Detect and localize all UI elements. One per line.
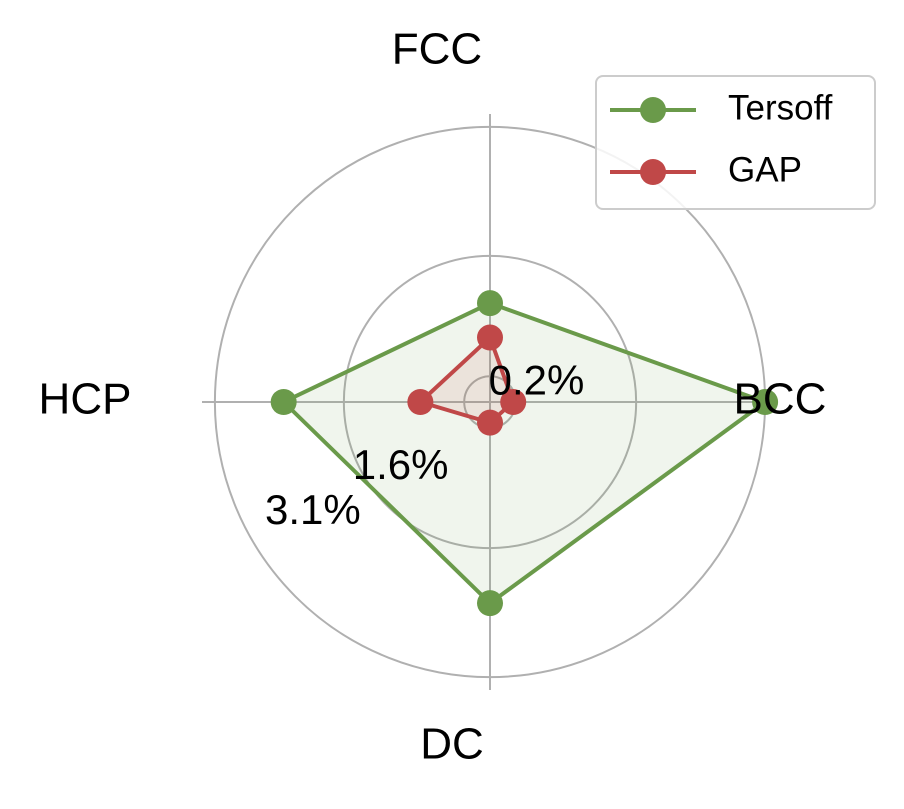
- category-label: FCC: [392, 25, 482, 74]
- category-label: BCC: [734, 375, 827, 424]
- legend-marker: [640, 97, 666, 123]
- legend-label: Tersoff: [728, 88, 833, 127]
- marker: [477, 324, 503, 351]
- legend: Tersoff GAP: [595, 75, 876, 210]
- series-area: [420, 337, 514, 423]
- legend-label: GAP: [728, 150, 802, 189]
- category-label: DC: [420, 720, 484, 769]
- marker: [500, 389, 527, 415]
- marker: [477, 409, 503, 436]
- marker: [752, 389, 779, 415]
- r-tick-label: 1.6%: [353, 441, 449, 488]
- series-area: [283, 303, 766, 604]
- r-tick-label: 3.1%: [265, 486, 361, 533]
- r-tick-label: 0.2%: [489, 357, 585, 404]
- category-label: HCP: [39, 375, 132, 424]
- marker: [407, 389, 434, 415]
- marker: [270, 389, 297, 415]
- marker: [477, 590, 503, 617]
- marker: [477, 290, 503, 317]
- legend-marker: [640, 159, 666, 185]
